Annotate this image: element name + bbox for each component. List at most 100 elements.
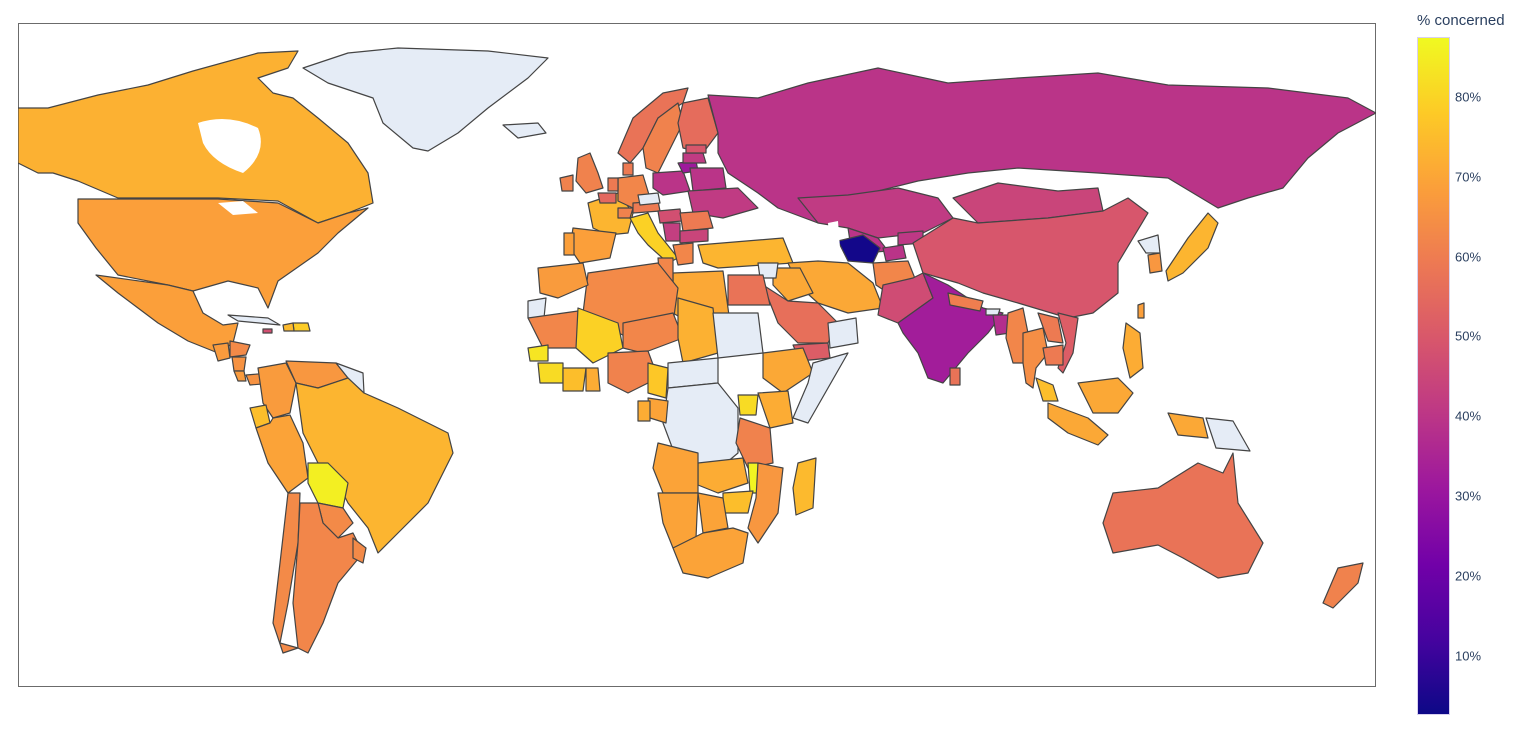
- country-turkey[interactable]: Turkey: 74%: [697, 237, 794, 269]
- country-new-zealand[interactable]: New Zealand: 62%: [1322, 562, 1364, 609]
- country-united-states[interactable]: United States: 69%: [77, 198, 369, 309]
- country-iceland[interactable]: Iceland: no data: [502, 122, 547, 139]
- colorbar-tick-label: 70%: [1455, 169, 1482, 185]
- country-morocco[interactable]: Morocco: 68%: [537, 262, 589, 299]
- colorbar-tick-label: 60%: [1455, 249, 1482, 265]
- colorbar-tick-label: 20%: [1455, 568, 1482, 584]
- country-south-africa[interactable]: South Africa: 70%: [672, 527, 749, 579]
- country-japan[interactable]: Japan: 74%: [1165, 212, 1219, 282]
- country-denmark[interactable]: Denmark: 60%: [622, 162, 634, 176]
- country-syria[interactable]: Syria: no data: [757, 262, 779, 279]
- water-body: [218, 201, 258, 215]
- colorbar-tick-label: 40%: [1455, 408, 1482, 424]
- colorbar-tick-label: 80%: [1455, 89, 1482, 105]
- country-egypt[interactable]: Egypt: 58%: [727, 274, 771, 306]
- country-mexico[interactable]: Mexico: 69%: [95, 274, 239, 354]
- country-sri-lanka[interactable]: Sri Lanka: 58%: [949, 367, 961, 386]
- country-mauritania[interactable]: Mauritania: 63%: [527, 310, 579, 349]
- water-body: [828, 221, 840, 248]
- country-serbia[interactable]: Serbia: 43%: [662, 222, 681, 242]
- colorbar-tick-label: 30%: [1455, 488, 1482, 504]
- country-senegal[interactable]: Senegal: 84%: [527, 344, 549, 362]
- country-zimbabwe[interactable]: Zimbabwe: 76%: [722, 490, 754, 514]
- country-niger[interactable]: Niger: 63%: [622, 312, 684, 354]
- country-bulgaria[interactable]: Bulgaria: 45%: [679, 228, 709, 244]
- country-poland[interactable]: Poland: 40%: [652, 170, 691, 196]
- country-tajikistan[interactable]: Tajikistan: 40%: [882, 244, 907, 262]
- country-ethiopia[interactable]: Ethiopia: 71%: [762, 347, 814, 394]
- country-taiwan[interactable]: Taiwan: 69%: [1137, 302, 1145, 319]
- country-sudan[interactable]: Sudan: no data: [712, 312, 764, 359]
- country-canada[interactable]: Canada: 73%: [18, 50, 374, 224]
- country-nigeria[interactable]: Nigeria: 62%: [607, 350, 659, 394]
- country-colombia[interactable]: Colombia: 68%: [257, 362, 297, 419]
- country-uganda[interactable]: Uganda: 82%: [737, 394, 759, 416]
- country-cuba[interactable]: Cuba: no data: [227, 314, 281, 326]
- country-dominican-republic[interactable]: Dominican Republic: 79%: [292, 322, 311, 332]
- country-ukraine[interactable]: Ukraine: 42%: [687, 187, 759, 219]
- country-latvia[interactable]: Latvia: 42%: [682, 152, 707, 164]
- country-sweden[interactable]: Sweden: 62%: [642, 102, 684, 174]
- country-greenland[interactable]: Greenland: no data: [302, 47, 549, 152]
- country-cambodia[interactable]: Cambodia: 60%: [1042, 344, 1064, 366]
- country-south-korea[interactable]: South Korea: 67%: [1147, 252, 1163, 274]
- country-honduras[interactable]: Honduras: 64%: [229, 340, 251, 358]
- country-hungary[interactable]: Hungary: 48%: [657, 208, 683, 224]
- country-thailand[interactable]: Thailand: 65%: [1022, 327, 1049, 389]
- country-indonesia[interactable]: Indonesia: 71%: [1047, 377, 1209, 446]
- country-netherlands[interactable]: Netherlands: 60%: [607, 177, 619, 192]
- country-congo[interactable]: Congo: 70%: [647, 397, 669, 424]
- country-western-sahara[interactable]: Western Sahara: no data: [527, 297, 547, 319]
- country-somalia[interactable]: Somalia: no data: [792, 352, 849, 424]
- country-botswana[interactable]: Botswana: 70%: [697, 492, 729, 534]
- country-turkmenistan[interactable]: Turkmenistan: 4%: [837, 234, 881, 264]
- country-nepal[interactable]: Nepal: 61%: [947, 292, 984, 312]
- country-chad[interactable]: Chad: 73%: [677, 297, 719, 364]
- country-oman[interactable]: Oman: no data: [827, 317, 859, 349]
- country-costa-rica[interactable]: Costa Rica: 68%: [233, 370, 247, 382]
- country-haiti[interactable]: Haiti: 75%: [282, 322, 295, 332]
- country-russia[interactable]: Russia: 40%: [707, 67, 1376, 224]
- country-estonia[interactable]: Estonia: 50%: [685, 144, 707, 154]
- country-papua-new-guinea[interactable]: Papua New Guinea: no data: [1205, 417, 1251, 452]
- country-greece[interactable]: Greece: 63%: [672, 242, 694, 266]
- country-philippines[interactable]: Philippines: 72%: [1122, 322, 1144, 379]
- country-madagascar[interactable]: Madagascar: 75%: [792, 457, 817, 516]
- country-ghana[interactable]: Ghana: 72%: [585, 367, 601, 392]
- country-united-kingdom[interactable]: United Kingdom: 62%: [575, 152, 604, 194]
- country-romania[interactable]: Romania: 60%: [679, 210, 714, 232]
- country-spain[interactable]: Spain: 69%: [569, 227, 617, 264]
- country-belgium[interactable]: Belgium: 55%: [597, 192, 617, 204]
- country-jamaica[interactable]: Jamaica: 48%: [262, 328, 273, 334]
- country-kenya[interactable]: Kenya: 72%: [757, 390, 794, 429]
- country-brazil[interactable]: Brazil: 74%: [295, 377, 454, 554]
- country-portugal[interactable]: Portugal: 69%: [563, 232, 575, 256]
- country-north-korea[interactable]: North Korea: no data: [1137, 234, 1161, 254]
- country-iraq[interactable]: Iraq: 71%: [772, 267, 814, 302]
- colorbar-tick-label: 10%: [1455, 648, 1482, 664]
- country-zambia[interactable]: Zambia: 72%: [697, 457, 749, 494]
- country-ireland[interactable]: Ireland: 62%: [559, 174, 574, 192]
- country-belarus[interactable]: Belarus: 40%: [689, 167, 727, 192]
- country-malaysia[interactable]: Malaysia: 76%: [1035, 377, 1059, 402]
- country-gabon[interactable]: Gabon: 72%: [637, 400, 651, 422]
- country-australia[interactable]: Australia: 58%: [1102, 452, 1264, 579]
- country-peru[interactable]: Peru: 70%: [255, 414, 309, 494]
- country-argentina[interactable]: Argentina: 63%: [292, 502, 364, 654]
- country-india[interactable]: India: 33%: [897, 272, 1004, 384]
- country-nicaragua[interactable]: Nicaragua: 66%: [231, 356, 247, 372]
- country-cameroon[interactable]: Cameroon: 78%: [647, 362, 669, 399]
- world-choropleth-map[interactable]: Canada: 73%United States: 69%Mexico: 69%…: [18, 23, 1376, 687]
- country-bhutan[interactable]: Bhutan: no data: [985, 308, 1001, 316]
- country-laos[interactable]: Laos: 60%: [1037, 312, 1064, 344]
- country-china[interactable]: China: 50%: [912, 197, 1149, 319]
- country-mozambique[interactable]: Mozambique: 67%: [747, 462, 784, 544]
- country-guinea[interactable]: Guinea: 82%: [537, 362, 564, 384]
- country-ivory-coast[interactable]: Ivory Coast: 76%: [562, 367, 587, 392]
- country-switzerland[interactable]: Switzerland: 62%: [617, 207, 634, 219]
- country-guatemala[interactable]: Guatemala: 68%: [212, 342, 231, 362]
- country-czechia[interactable]: Czechia: no data: [637, 192, 661, 206]
- country-uruguay[interactable]: Uruguay: 64%: [352, 537, 367, 564]
- colorbar-tick-label: 50%: [1455, 328, 1482, 344]
- colorbar: [1417, 37, 1450, 715]
